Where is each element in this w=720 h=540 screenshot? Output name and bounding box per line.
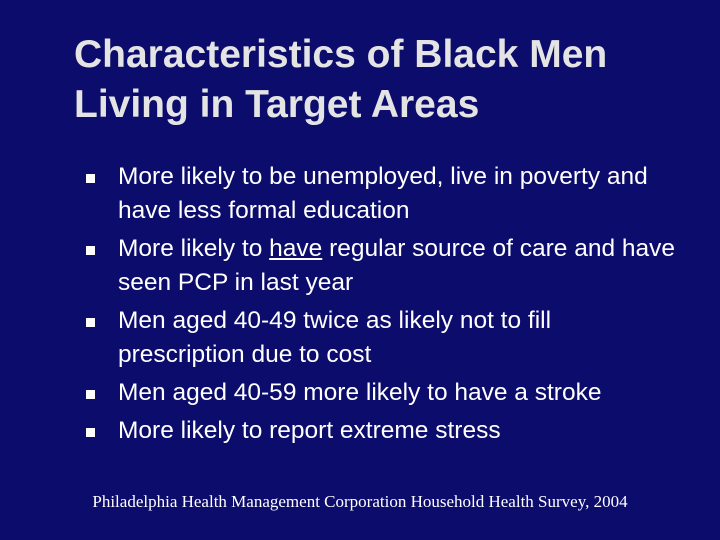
bullet-text: More likely to report extreme stress [118,417,501,444]
bullet-item: More likely to be unemployed, live in po… [86,160,686,228]
bullet-text: More likely to have regular source of ca… [118,232,678,300]
bullet-marker [86,246,95,255]
slide-title: Characteristics of Black Men Living in T… [74,33,608,126]
bullet-marker [86,318,95,327]
bullet-text: More likely to be unemployed, live in po… [118,163,648,224]
footer: Philadelphia Health Management Corporati… [92,492,628,511]
bullet-item: Men aged 40-49 twice as likely not to fi… [86,304,686,372]
underlined-word: have [269,235,323,262]
bullet-text-part: regular source of care and have seen PCP… [118,235,676,296]
bullet-item: Men aged 40-59 more likely to have a str… [86,376,686,410]
bullet-text: Men aged 40-49 twice as likely not to fi… [118,307,552,368]
bullet-marker [86,174,95,183]
bullet-text: Men aged 40-59 more likely to have a str… [118,379,602,406]
bullet-item: More likely to report extreme stress [86,414,686,448]
bullet-marker [86,428,95,437]
bullet-marker [86,390,95,399]
bullet-text-part: More likely to [118,235,270,262]
bullet-item: More likely to have regular source of ca… [86,232,686,300]
bullet-list: More likely to be unemployed, live in po… [86,160,686,452]
